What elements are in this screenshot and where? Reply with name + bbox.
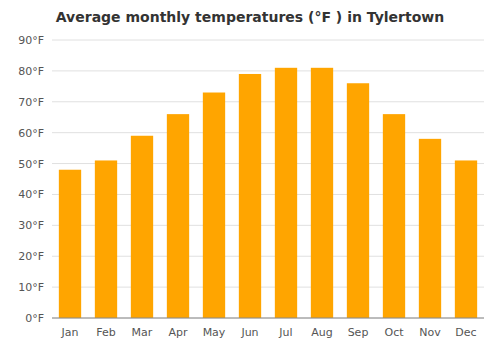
x-tick-label: Feb <box>96 326 115 339</box>
y-tick-label: 80°F <box>18 65 44 78</box>
bars <box>59 68 477 318</box>
x-tick-label: May <box>203 326 226 339</box>
y-tick-label: 40°F <box>18 188 44 201</box>
bar <box>203 93 225 318</box>
x-tick-label: Nov <box>419 326 441 339</box>
x-tick-label: Dec <box>455 326 476 339</box>
bar <box>311 68 333 318</box>
y-tick-label: 20°F <box>18 250 44 263</box>
grid <box>52 40 484 318</box>
y-tick-label: 10°F <box>18 281 44 294</box>
bar <box>131 136 153 318</box>
bar <box>239 74 261 318</box>
bar <box>167 114 189 318</box>
x-tick-label: Jan <box>61 326 79 339</box>
x-tick-label: Aug <box>311 326 332 339</box>
x-tick-label: Jul <box>278 326 292 339</box>
grid-line <box>52 132 484 133</box>
y-tick-label: 90°F <box>18 34 44 47</box>
bar <box>455 160 477 318</box>
y-tick-label: 30°F <box>18 219 44 232</box>
chart: Average monthly temperatures (°F ) in Ty… <box>0 0 500 350</box>
title: Average monthly temperatures (°F ) in Ty… <box>56 9 444 25</box>
grid-line <box>52 101 484 102</box>
grid-line <box>52 318 484 319</box>
x-axis-line <box>52 318 484 319</box>
y-tick-label: 70°F <box>18 96 44 109</box>
x-tick-label: Sep <box>348 326 369 339</box>
x-tick-label: Mar <box>132 326 153 339</box>
y-axis: 0°F 10°F 20°F 30°F 40°F 50°F 60°F 70°F 80°F 90°F <box>18 34 44 325</box>
y-tick-label: 0°F <box>25 312 44 325</box>
x-tick-label: Apr <box>168 326 188 339</box>
y-tick-label: 60°F <box>18 127 44 140</box>
bar <box>59 170 81 318</box>
bar <box>95 160 117 318</box>
grid-line <box>52 40 484 41</box>
grid-line <box>52 70 484 71</box>
bar <box>419 139 441 318</box>
x-tick-label: Oct <box>384 326 404 339</box>
x-axis: Jan Feb Mar Apr May Jun Jul Aug Sep Oct Nov Dec <box>61 326 477 339</box>
bar <box>347 83 369 318</box>
y-tick-label: 50°F <box>18 158 44 171</box>
x-tick-label: Jun <box>240 326 258 339</box>
bar <box>383 114 405 318</box>
bar <box>275 68 297 318</box>
